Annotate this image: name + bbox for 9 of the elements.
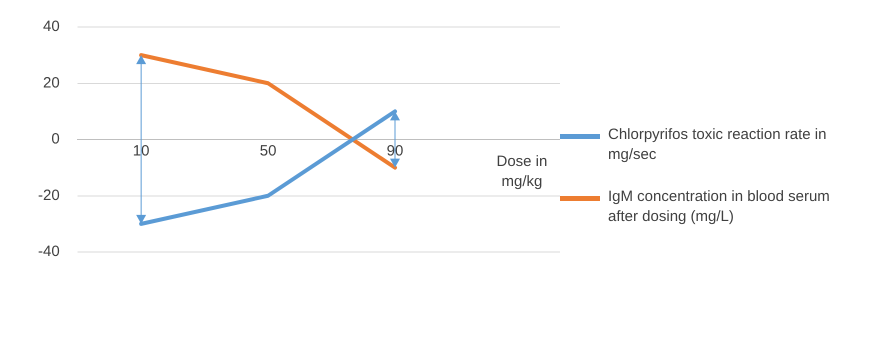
y-tick-label: 40 <box>42 18 60 36</box>
x-axis-title: Dose in mg/kg <box>496 153 548 190</box>
x-tick-label: 50 <box>260 142 276 160</box>
legend-label: Chlorpyrifos toxic reaction rate in mg/sec <box>608 125 828 165</box>
y-tick-label: -20 <box>38 186 60 204</box>
y-tick-label: 20 <box>42 74 60 92</box>
y-tick-label: -40 <box>38 243 60 260</box>
y-tick-label: 0 <box>51 130 60 148</box>
legend-label: IgM concentration in blood serum after dosing (mg/L) <box>608 187 831 227</box>
